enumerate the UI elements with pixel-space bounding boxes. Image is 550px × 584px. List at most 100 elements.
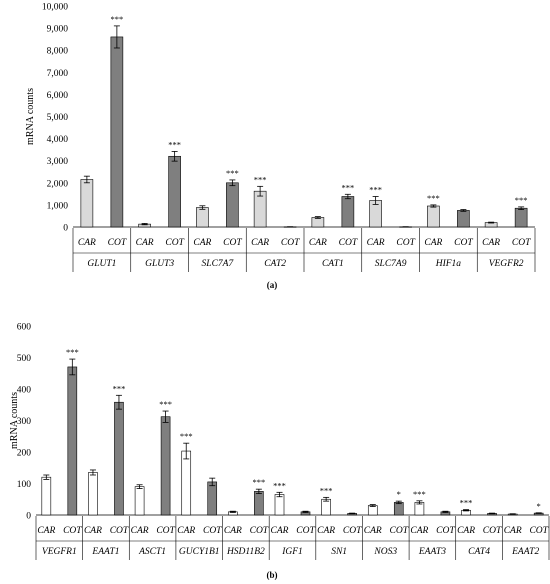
group-label: GLUT1 bbox=[87, 259, 116, 269]
significance-mark: * bbox=[397, 489, 401, 499]
y-tick-label: 6,000 bbox=[47, 91, 69, 101]
condition-label: COT bbox=[63, 526, 82, 536]
condition-label: CAR bbox=[424, 238, 442, 248]
condition-label: CAR bbox=[364, 526, 382, 536]
condition-label: COT bbox=[390, 526, 409, 536]
condition-label: CAR bbox=[37, 526, 55, 536]
group-label: SLC7A7 bbox=[202, 259, 235, 269]
bar-car bbox=[253, 190, 267, 228]
bar-car bbox=[134, 486, 145, 516]
y-tick-label: 500 bbox=[17, 354, 32, 364]
significance-mark: *** bbox=[159, 399, 172, 409]
y-tick-label: 600 bbox=[17, 323, 32, 333]
bar-cot bbox=[168, 155, 181, 228]
group-label: EAAT2 bbox=[511, 547, 539, 557]
bar-car bbox=[41, 476, 52, 516]
group-label: HSD11B2 bbox=[226, 547, 265, 557]
group-label: GLUT3 bbox=[145, 259, 174, 269]
bar-cot bbox=[254, 491, 264, 516]
significance-mark: *** bbox=[180, 431, 193, 441]
significance-mark: *** bbox=[168, 139, 181, 149]
y-tick-label: 100 bbox=[17, 480, 32, 490]
significance-mark: *** bbox=[226, 168, 239, 178]
bar-car bbox=[181, 450, 192, 516]
group-label: IGF1 bbox=[281, 547, 303, 557]
group-label: CAT1 bbox=[322, 259, 344, 269]
significance-mark: *** bbox=[111, 14, 124, 24]
significance-mark: *** bbox=[413, 489, 426, 499]
significance-mark: *** bbox=[273, 480, 286, 490]
group-label: EAAT1 bbox=[91, 547, 119, 557]
bar-cot bbox=[226, 182, 239, 228]
condition-label: COT bbox=[529, 526, 548, 536]
group-label: SN1 bbox=[331, 547, 347, 557]
condition-label: CAR bbox=[136, 238, 154, 248]
y-tick-label: 0 bbox=[26, 512, 31, 522]
significance-mark: *** bbox=[427, 193, 440, 203]
bar-cot bbox=[514, 207, 528, 228]
bar-cot bbox=[457, 210, 470, 228]
significance-mark: *** bbox=[254, 174, 267, 184]
condition-label: CAR bbox=[367, 238, 385, 248]
condition-label: COT bbox=[156, 526, 175, 536]
bar-cot bbox=[110, 36, 124, 228]
condition-label: COT bbox=[483, 526, 502, 536]
significance-mark: * bbox=[537, 501, 541, 511]
bar-car bbox=[367, 505, 378, 516]
bar-car bbox=[80, 179, 94, 228]
condition-label: COT bbox=[339, 238, 358, 248]
condition-label: COT bbox=[396, 238, 415, 248]
condition-label: COT bbox=[203, 526, 222, 536]
group-label: VEGFR1 bbox=[42, 547, 77, 557]
bar-car bbox=[274, 494, 285, 516]
y-tick-label: 2,000 bbox=[47, 179, 69, 189]
condition-label: COT bbox=[108, 238, 127, 248]
panel-label: (b) bbox=[267, 570, 278, 580]
bar-cot bbox=[160, 416, 171, 516]
condition-label: CAR bbox=[131, 526, 149, 536]
bar-cot bbox=[393, 502, 404, 516]
y-tick-label: 300 bbox=[17, 417, 32, 427]
y-tick-label: 10,000 bbox=[42, 3, 68, 13]
condition-label: CAR bbox=[78, 238, 96, 248]
condition-label: CAR bbox=[84, 526, 102, 536]
bar-cot bbox=[341, 196, 355, 228]
group-label: SLC7A9 bbox=[375, 259, 407, 269]
significance-mark: *** bbox=[320, 485, 333, 495]
bar-cot bbox=[114, 401, 124, 516]
group-label: NOS3 bbox=[373, 547, 397, 557]
condition-label: CAR bbox=[309, 238, 327, 248]
significance-mark: *** bbox=[66, 347, 79, 357]
bar-cot bbox=[207, 481, 218, 516]
condition-label: CAR bbox=[193, 238, 211, 248]
condition-label: COT bbox=[281, 238, 300, 248]
condition-label: CAR bbox=[177, 526, 195, 536]
condition-label: COT bbox=[343, 526, 362, 536]
bar-car bbox=[311, 217, 325, 228]
condition-label: CAR bbox=[410, 526, 428, 536]
group-label: GUCY1B1 bbox=[179, 547, 220, 557]
y-axis-label: mRNA counts bbox=[9, 392, 20, 449]
group-label: CAT2 bbox=[264, 259, 286, 269]
y-tick-label: 0 bbox=[63, 224, 68, 234]
condition-label: CAR bbox=[224, 526, 242, 536]
condition-label: CAR bbox=[251, 238, 269, 248]
condition-label: CAR bbox=[271, 526, 289, 536]
y-tick-label: 5,000 bbox=[47, 113, 69, 123]
significance-mark: *** bbox=[460, 498, 473, 508]
bar-cot bbox=[67, 366, 78, 516]
y-tick-label: 1,000 bbox=[47, 201, 69, 211]
significance-mark: *** bbox=[369, 185, 382, 195]
bar-car bbox=[321, 498, 331, 516]
y-tick-label: 400 bbox=[17, 386, 32, 396]
condition-label: CAR bbox=[457, 526, 475, 536]
group-label: HIF1a bbox=[435, 259, 462, 269]
y-tick-label: 7,000 bbox=[47, 69, 69, 79]
y-tick-label: 8,000 bbox=[47, 47, 69, 57]
condition-label: COT bbox=[110, 526, 129, 536]
condition-label: CAR bbox=[504, 526, 522, 536]
group-label: EAAT3 bbox=[418, 547, 446, 557]
bar-car bbox=[427, 205, 440, 228]
condition-label: CAR bbox=[317, 526, 335, 536]
